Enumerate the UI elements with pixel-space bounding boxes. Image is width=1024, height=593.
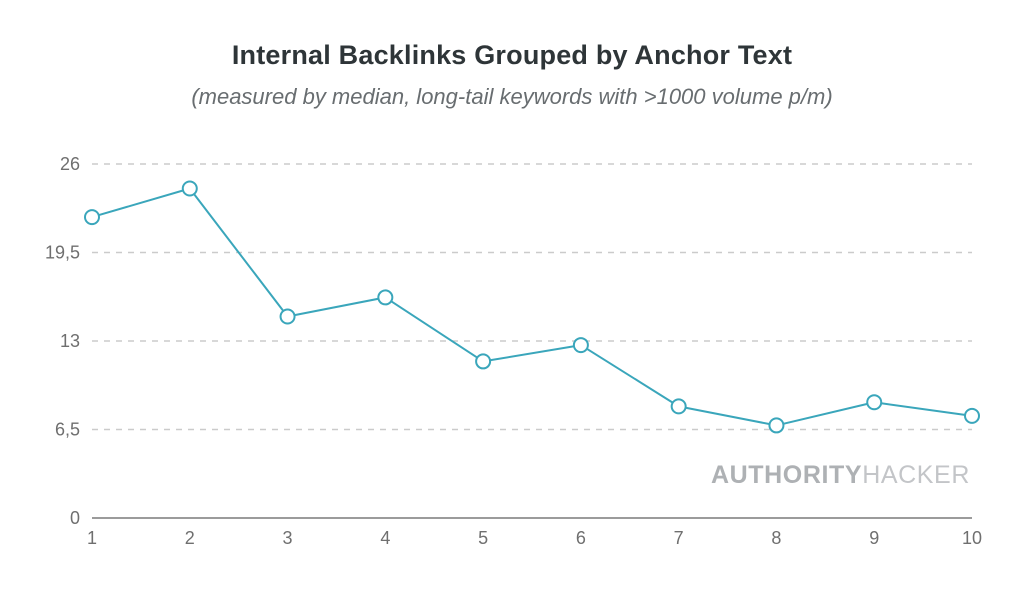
y-tick-label: 0 xyxy=(70,508,80,528)
data-point xyxy=(475,353,492,370)
x-tick-label: 10 xyxy=(962,528,982,548)
x-tick-label: 6 xyxy=(576,528,586,548)
x-tick-label: 5 xyxy=(478,528,488,548)
data-point xyxy=(572,337,589,354)
data-point xyxy=(866,394,883,411)
y-tick-label: 6,5 xyxy=(55,420,80,440)
y-tick-label: 26 xyxy=(60,154,80,174)
data-point xyxy=(768,417,785,434)
data-point xyxy=(181,180,198,197)
x-tick-label: 2 xyxy=(185,528,195,548)
watermark-hacker-text: HACKER xyxy=(862,461,970,489)
data-point xyxy=(670,398,687,415)
y-tick-label: 13 xyxy=(60,331,80,351)
x-tick-label: 1 xyxy=(87,528,97,548)
chart-subtitle: (measured by median, long-tail keywords … xyxy=(191,84,833,109)
chart-title: Internal Backlinks Grouped by Anchor Tex… xyxy=(231,40,793,70)
x-tick-label: 4 xyxy=(380,528,390,548)
x-tick-label: 3 xyxy=(283,528,293,548)
x-tick-label: 8 xyxy=(771,528,781,548)
y-tick-label: 19,5 xyxy=(45,243,80,263)
watermark-authorityhacker: AUTHORITYHACKER xyxy=(711,461,970,490)
watermark-authority-text: AUTHORITY xyxy=(710,461,863,489)
data-point xyxy=(964,407,980,424)
data-point xyxy=(84,209,100,226)
x-tick-label: 9 xyxy=(869,528,879,548)
data-line xyxy=(91,187,973,427)
x-tick-label: 7 xyxy=(674,528,684,548)
data-point xyxy=(377,289,394,306)
data-point xyxy=(279,308,296,325)
